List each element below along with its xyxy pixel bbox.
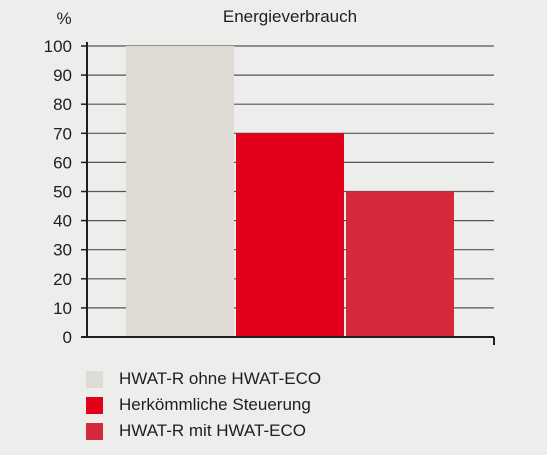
y-tick-label: 10 [53,299,72,318]
legend-label: Herkömmliche Steuerung [119,395,311,414]
y-axis-label: % [56,9,71,28]
y-tick-labels: 0 10 20 30 40 50 60 70 80 90 100 [44,37,72,347]
legend-swatch [86,422,103,440]
legend-swatch [86,396,103,414]
y-tick-label: 30 [53,241,72,260]
y-tick-label: 40 [53,212,72,231]
legend: HWAT-R ohne HWAT-ECO Herkömmliche Steueru… [86,366,321,444]
chart-title: Energieverbrauch [223,7,357,26]
bar-2 [236,133,344,337]
y-tick-label: 50 [53,183,72,202]
bars [126,46,454,337]
legend-swatch [86,370,103,388]
y-tick-label: 80 [53,95,72,114]
legend-item: Herkömmliche Steuerung [86,392,321,418]
y-tick-label: 70 [53,124,72,143]
axes [81,42,495,345]
y-tick-label: 60 [53,153,72,172]
y-tick-label: 0 [63,328,72,347]
legend-label: HWAT-R ohne HWAT-ECO [119,369,322,388]
y-tick-label: 90 [53,66,72,85]
y-tick-label: 20 [53,270,72,289]
bar-3 [346,191,454,337]
legend-label: HWAT-R mit HWAT-ECO [119,421,306,440]
bar-1 [126,46,234,337]
legend-item: HWAT-R mit HWAT-ECO [86,418,321,444]
legend-item: HWAT-R ohne HWAT-ECO [86,366,321,392]
y-tick-label: 100 [44,37,72,56]
